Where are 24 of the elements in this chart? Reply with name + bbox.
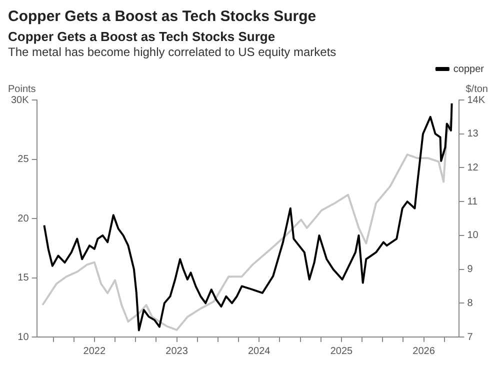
x-tick-label: 2022 (83, 346, 106, 357)
y2-tick-label: 14K (467, 94, 486, 106)
y2-tick-label: 8 (467, 298, 474, 309)
legend-label: copper (453, 64, 485, 75)
y-tick-label: 25 (18, 154, 30, 165)
chart-title: Copper Gets a Boost as Tech Stocks Surge (8, 28, 276, 45)
y2-tick-label: 11 (467, 196, 478, 208)
y-tick-label: 20 (18, 213, 30, 224)
text: Copper Gets a Boost as Tech Stocks Surge (8, 8, 318, 26)
y2-tick-label: 7 (467, 332, 474, 343)
x-tick-label: 2024 (248, 346, 271, 357)
y2-tick-label: 12 (467, 162, 479, 174)
y2-axis-title: $/ton (466, 84, 488, 95)
chart-subtitle: The metal has become highly correlated to US equity markets (8, 45, 338, 60)
x-tick-label: 2025 (330, 346, 354, 357)
x-tick-label: 2026 (412, 346, 436, 357)
y2-tick-label: 13 (467, 128, 479, 140)
y2-tick-label: 9 (467, 264, 474, 276)
y-tick-label: 30K (10, 94, 30, 106)
y-tick-label: 10 (18, 332, 30, 343)
y-tick-label: 15 (18, 272, 30, 284)
y-axis-title: Points (8, 84, 36, 95)
y2-tick-label: 10 (467, 230, 479, 242)
x-tick-label: 2023 (166, 346, 188, 357)
